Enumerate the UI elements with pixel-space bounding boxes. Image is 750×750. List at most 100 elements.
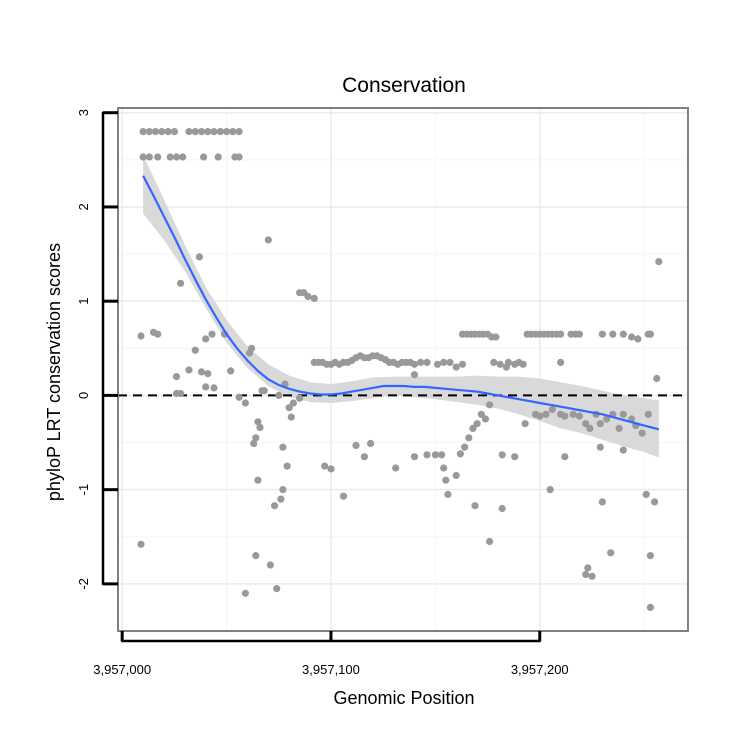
data-point (283, 462, 291, 470)
data-point (287, 413, 295, 421)
data-point (452, 471, 460, 480)
data-point (586, 424, 594, 432)
data-point (498, 504, 506, 513)
data-point (492, 333, 500, 341)
data-point (352, 441, 360, 449)
data-point (223, 128, 231, 136)
confidence-band-layer (143, 155, 659, 458)
data-point (154, 153, 162, 161)
data-point (241, 589, 249, 597)
data-point (235, 153, 243, 161)
data-point (166, 153, 174, 161)
data-point (275, 391, 283, 399)
data-point (442, 476, 450, 484)
data-point (202, 335, 210, 343)
data-point (410, 453, 419, 461)
data-point (486, 401, 494, 409)
data-point (536, 412, 544, 420)
data-point (195, 253, 203, 261)
data-point (210, 128, 218, 136)
data-point (145, 153, 153, 161)
y-tick-label: 1 (76, 298, 91, 305)
data-point (452, 363, 460, 371)
data-point (598, 330, 607, 338)
data-point (191, 128, 199, 136)
data-point (185, 128, 193, 136)
data-point (569, 410, 577, 418)
data-point (235, 128, 243, 136)
data-point (603, 415, 611, 423)
data-point (607, 549, 615, 557)
data-point (204, 128, 212, 136)
data-point (619, 446, 627, 454)
smooth-line-layer (142, 175, 660, 431)
data-point (655, 258, 663, 266)
data-point (638, 429, 646, 437)
x-tick-label: 3,957,100 (302, 662, 360, 677)
data-point (241, 399, 249, 407)
data-point (609, 330, 617, 338)
smooth-trend-line (142, 175, 660, 431)
data-point (646, 603, 655, 612)
data-point (266, 561, 274, 569)
data-point (481, 415, 490, 423)
data-point (256, 423, 264, 432)
data-point (252, 552, 260, 560)
x-axis: 3,957,000 3,957,100 3,957,200 (93, 631, 569, 677)
data-point (367, 439, 375, 448)
data-point (296, 394, 304, 402)
data-point (304, 292, 312, 301)
data-point (235, 393, 243, 401)
data-point (471, 502, 479, 510)
data-point (137, 540, 145, 548)
data-point (191, 346, 199, 354)
data-point (634, 335, 642, 343)
confidence-band (143, 155, 659, 458)
data-point (339, 492, 348, 500)
data-point (469, 424, 477, 432)
data-point (456, 450, 464, 458)
data-point (584, 564, 592, 572)
data-point (557, 358, 565, 366)
data-point (197, 368, 206, 376)
data-point (575, 330, 584, 338)
data-point (392, 464, 400, 472)
data-point (216, 128, 224, 136)
y-tick-label: 3 (76, 109, 91, 116)
data-point (588, 572, 596, 580)
data-point (229, 128, 237, 136)
data-point (260, 387, 268, 395)
data-point (615, 424, 623, 432)
data-point (423, 358, 431, 366)
data-point (440, 464, 448, 472)
data-point (431, 451, 439, 459)
data-point (172, 373, 181, 381)
data-point (546, 486, 554, 494)
data-point (490, 358, 498, 366)
data-point (321, 462, 329, 470)
data-point (158, 128, 166, 136)
data-point (465, 434, 473, 442)
chart-title: Conservation (342, 74, 466, 97)
data-point (557, 330, 565, 338)
data-point (477, 410, 485, 418)
data-point (177, 279, 185, 287)
y-axis-label: phyloP LRT conservation scores (44, 243, 64, 501)
data-point (502, 363, 510, 371)
plot-panel-border (117, 107, 689, 632)
data-point (410, 371, 419, 379)
data-point (285, 404, 293, 412)
data-point (410, 360, 419, 368)
data-point (575, 412, 584, 420)
data-point (496, 360, 504, 368)
data-point (521, 420, 529, 428)
data-points-layer (137, 128, 663, 612)
data-point (646, 552, 655, 560)
data-point (273, 585, 281, 593)
data-point (208, 330, 216, 338)
data-point (433, 360, 442, 368)
data-point (444, 490, 452, 498)
data-point (264, 236, 272, 244)
y-tick-label: 2 (76, 203, 91, 210)
